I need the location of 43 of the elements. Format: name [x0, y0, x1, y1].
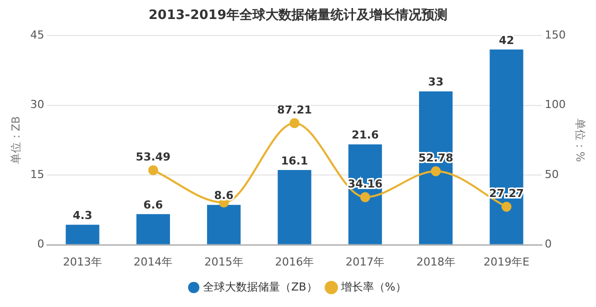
x-tick-label: 2016年: [275, 255, 314, 268]
bar: [419, 91, 453, 244]
bar: [278, 170, 312, 244]
bar: [207, 204, 241, 244]
bar: [490, 50, 524, 244]
x-tick-label: 2014年: [134, 255, 173, 268]
x-tick-label: 2015年: [204, 255, 244, 268]
y2-tick-label: 150: [544, 28, 566, 42]
data-label: 8.6: [214, 189, 234, 202]
y-tick-label: 45: [30, 28, 44, 42]
data-label: 34.16: [348, 178, 383, 191]
bar: [348, 144, 382, 244]
data-label: 6.6: [143, 198, 164, 212]
y2-tick-label: 0: [544, 238, 552, 251]
data-label: 87.21: [277, 104, 312, 117]
point: [501, 202, 512, 212]
chart-title: 2013-2019年全球大数据储量统计及增长情况预测: [148, 7, 448, 24]
bar: [66, 224, 100, 244]
point: [430, 166, 441, 176]
y2-axis-title: 单位：%: [574, 118, 587, 162]
data-label: 42: [498, 34, 514, 47]
bar: [136, 214, 170, 244]
data-label: 21.6: [352, 128, 380, 142]
data-label: 27.27: [489, 187, 524, 200]
point: [148, 165, 158, 176]
data-label: 53.49: [136, 150, 171, 164]
point: [290, 118, 300, 128]
y2-tick-label: 50: [544, 168, 559, 181]
y-tick-label: 0: [37, 238, 44, 251]
y-axis-title: 单位：ZB: [9, 116, 22, 164]
y-tick-label: 15: [30, 168, 44, 181]
x-tick-label: 2018年: [416, 255, 456, 268]
point: [360, 192, 370, 202]
legend-label: 全球大数据储量（ZB）: [203, 280, 318, 294]
legend-label: 增长率（%）: [340, 280, 406, 294]
x-tick-label: 2017年: [346, 255, 385, 268]
y-tick-label: 30: [30, 98, 44, 112]
data-label: 33: [428, 76, 444, 89]
data-label: 16.1: [280, 154, 308, 168]
x-tick-label: 2019年E: [484, 255, 530, 268]
data-label: 4.3: [72, 209, 92, 222]
x-tick-label: 2013年: [63, 255, 102, 268]
y2-tick-label: 100: [544, 98, 566, 112]
